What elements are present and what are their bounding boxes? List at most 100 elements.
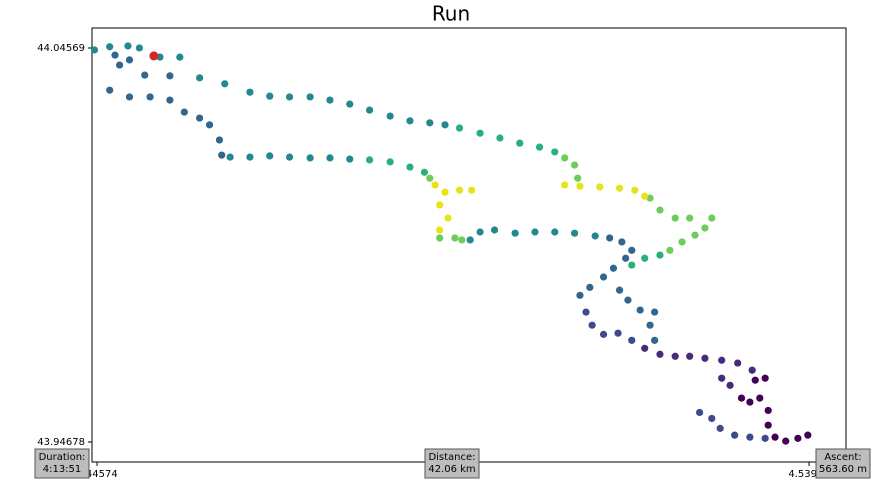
point <box>166 72 174 80</box>
point <box>624 296 632 304</box>
point <box>574 174 582 182</box>
point <box>599 273 608 281</box>
point <box>535 143 544 151</box>
point <box>531 228 539 236</box>
point <box>746 398 754 406</box>
point <box>782 437 790 445</box>
point <box>628 336 636 344</box>
point <box>726 381 734 389</box>
point <box>599 330 608 338</box>
point <box>651 308 659 316</box>
point <box>221 80 229 88</box>
annotation-label: Distance: <box>428 452 475 463</box>
point <box>496 134 504 142</box>
point <box>718 374 726 382</box>
point <box>285 93 294 101</box>
point <box>125 56 134 64</box>
point <box>570 229 579 237</box>
point <box>306 154 314 162</box>
point <box>285 153 294 161</box>
point <box>436 234 444 242</box>
point <box>444 214 452 222</box>
point <box>641 192 649 200</box>
point <box>365 156 374 164</box>
point <box>124 42 132 50</box>
point <box>756 394 764 402</box>
point <box>115 61 124 69</box>
point <box>771 433 779 441</box>
point <box>106 43 114 51</box>
point <box>135 44 144 52</box>
point <box>426 119 434 127</box>
point <box>451 234 459 242</box>
point <box>614 329 622 337</box>
point <box>266 92 274 100</box>
point <box>666 246 674 254</box>
point <box>476 129 484 137</box>
annotation-label: Ascent: <box>824 452 861 463</box>
point <box>490 226 499 234</box>
point <box>386 158 394 166</box>
point <box>656 350 664 358</box>
point <box>205 121 214 129</box>
point <box>591 232 599 240</box>
point <box>146 93 154 101</box>
point <box>609 264 618 272</box>
point <box>466 236 474 244</box>
point <box>656 206 664 214</box>
point <box>266 152 274 160</box>
point <box>708 414 716 423</box>
point <box>455 186 464 194</box>
point <box>458 236 466 244</box>
point <box>686 214 694 222</box>
point <box>646 321 654 329</box>
point <box>734 359 742 367</box>
point <box>246 88 254 96</box>
point <box>196 114 204 122</box>
y-tick-label: 44.04569 <box>37 43 85 54</box>
annotation-value: 563.60 m <box>819 464 867 475</box>
point <box>764 406 772 415</box>
point <box>436 226 444 234</box>
point <box>751 376 759 384</box>
point <box>326 96 334 104</box>
point <box>176 53 184 61</box>
point <box>622 254 630 262</box>
point <box>718 356 726 364</box>
annotation-label: Duration: <box>39 452 86 463</box>
annotation-value: 42.06 km <box>428 464 475 475</box>
point <box>701 224 709 232</box>
point <box>346 100 354 108</box>
point <box>582 308 590 316</box>
point <box>141 71 149 79</box>
point <box>671 352 679 360</box>
point <box>111 51 119 59</box>
point <box>246 153 254 161</box>
point <box>746 433 754 441</box>
point <box>468 186 476 194</box>
point <box>218 151 226 159</box>
point <box>686 352 694 360</box>
annotation-box <box>424 448 480 479</box>
point <box>695 408 704 417</box>
point <box>631 186 639 194</box>
point <box>125 93 134 101</box>
point <box>691 231 699 239</box>
point <box>708 214 716 222</box>
y-tick-label: 43.94678 <box>37 437 85 448</box>
chart-title: Run <box>432 2 470 26</box>
point <box>106 86 114 94</box>
point <box>651 336 659 344</box>
point <box>596 183 604 191</box>
point <box>570 161 579 169</box>
point <box>641 254 649 262</box>
point <box>761 374 769 382</box>
point <box>731 431 739 439</box>
point <box>226 153 234 161</box>
point <box>804 431 812 439</box>
point <box>615 184 624 192</box>
annotation-value: 4:13:51 <box>43 464 82 475</box>
point <box>618 238 626 246</box>
